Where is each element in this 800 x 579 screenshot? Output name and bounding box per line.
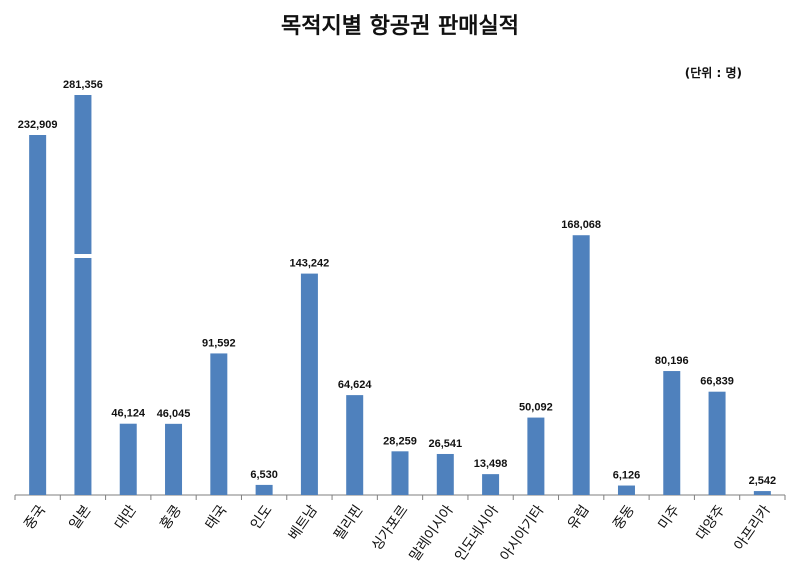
bar-태국 — [210, 353, 228, 495]
bar-홍콩 — [165, 423, 183, 495]
bar-대만 — [119, 423, 137, 495]
value-label: 26,541 — [428, 438, 462, 450]
bar-중동 — [617, 485, 635, 495]
category-label: 태국 — [202, 502, 230, 532]
category-label: 베트남 — [286, 502, 321, 543]
chart-title: 목적지별 항공권 판매실적 — [281, 14, 519, 39]
bar-유럽 — [572, 235, 590, 495]
x-axis-ticks — [14, 495, 786, 500]
category-label: 일본 — [67, 502, 95, 532]
category-label: 필리핀 — [331, 502, 366, 543]
bar-미주 — [663, 371, 681, 495]
bar-아프리카 — [753, 491, 771, 495]
bar-싱가포르 — [391, 451, 409, 495]
value-label: 50,092 — [519, 402, 553, 414]
value-label: 46,045 — [157, 408, 191, 420]
category-label: 인도 — [248, 502, 276, 532]
bar-중국 — [29, 135, 47, 495]
category-label: 말레이시아 — [407, 502, 457, 564]
value-label: 168,068 — [561, 219, 601, 231]
axis-break-mark — [73, 254, 93, 258]
value-label: 46,124 — [111, 408, 146, 420]
value-label: 281,356 — [63, 79, 103, 91]
category-label: 중동 — [610, 502, 638, 532]
bar-series — [29, 95, 771, 495]
category-label: 인도네시아 — [452, 502, 502, 564]
category-label: 싱가포르 — [369, 502, 412, 553]
value-label: 91,592 — [202, 337, 236, 349]
value-label: 28,259 — [383, 435, 417, 447]
category-label: 대만 — [112, 502, 140, 532]
category-label: 홍콩 — [157, 502, 185, 532]
value-label: 80,196 — [655, 355, 689, 367]
bar-인도 — [255, 484, 273, 495]
bar-대양주 — [708, 391, 726, 495]
category-label: 미주 — [655, 502, 683, 532]
category-label: 아프리카 — [731, 502, 774, 553]
value-label: 6,126 — [613, 470, 641, 482]
value-label: 232,909 — [18, 119, 58, 131]
bar-베트남 — [300, 273, 318, 495]
value-label: 66,839 — [700, 376, 734, 388]
value-label: 143,242 — [290, 258, 330, 270]
unit-note: (단위 : 명) — [684, 66, 742, 80]
value-label: 64,624 — [338, 379, 373, 391]
bar-아시아기타 — [527, 417, 545, 495]
category-label: 중국 — [21, 502, 49, 532]
bar-인도네시아 — [482, 474, 500, 495]
value-label: 6,530 — [250, 469, 278, 481]
value-labels: 232,909 281,356 46,124 46,045 91,592 6,530 143… — [18, 79, 776, 487]
category-label: 유럽 — [565, 502, 593, 532]
category-label: 아시아기타 — [497, 502, 547, 564]
bar-말레이시아 — [436, 453, 454, 495]
value-label: 13,498 — [474, 458, 508, 470]
bar-일본 — [74, 95, 92, 495]
category-label: 대양주 — [693, 502, 728, 543]
bar-필리핀 — [346, 395, 364, 495]
value-label: 2,542 — [749, 475, 777, 487]
